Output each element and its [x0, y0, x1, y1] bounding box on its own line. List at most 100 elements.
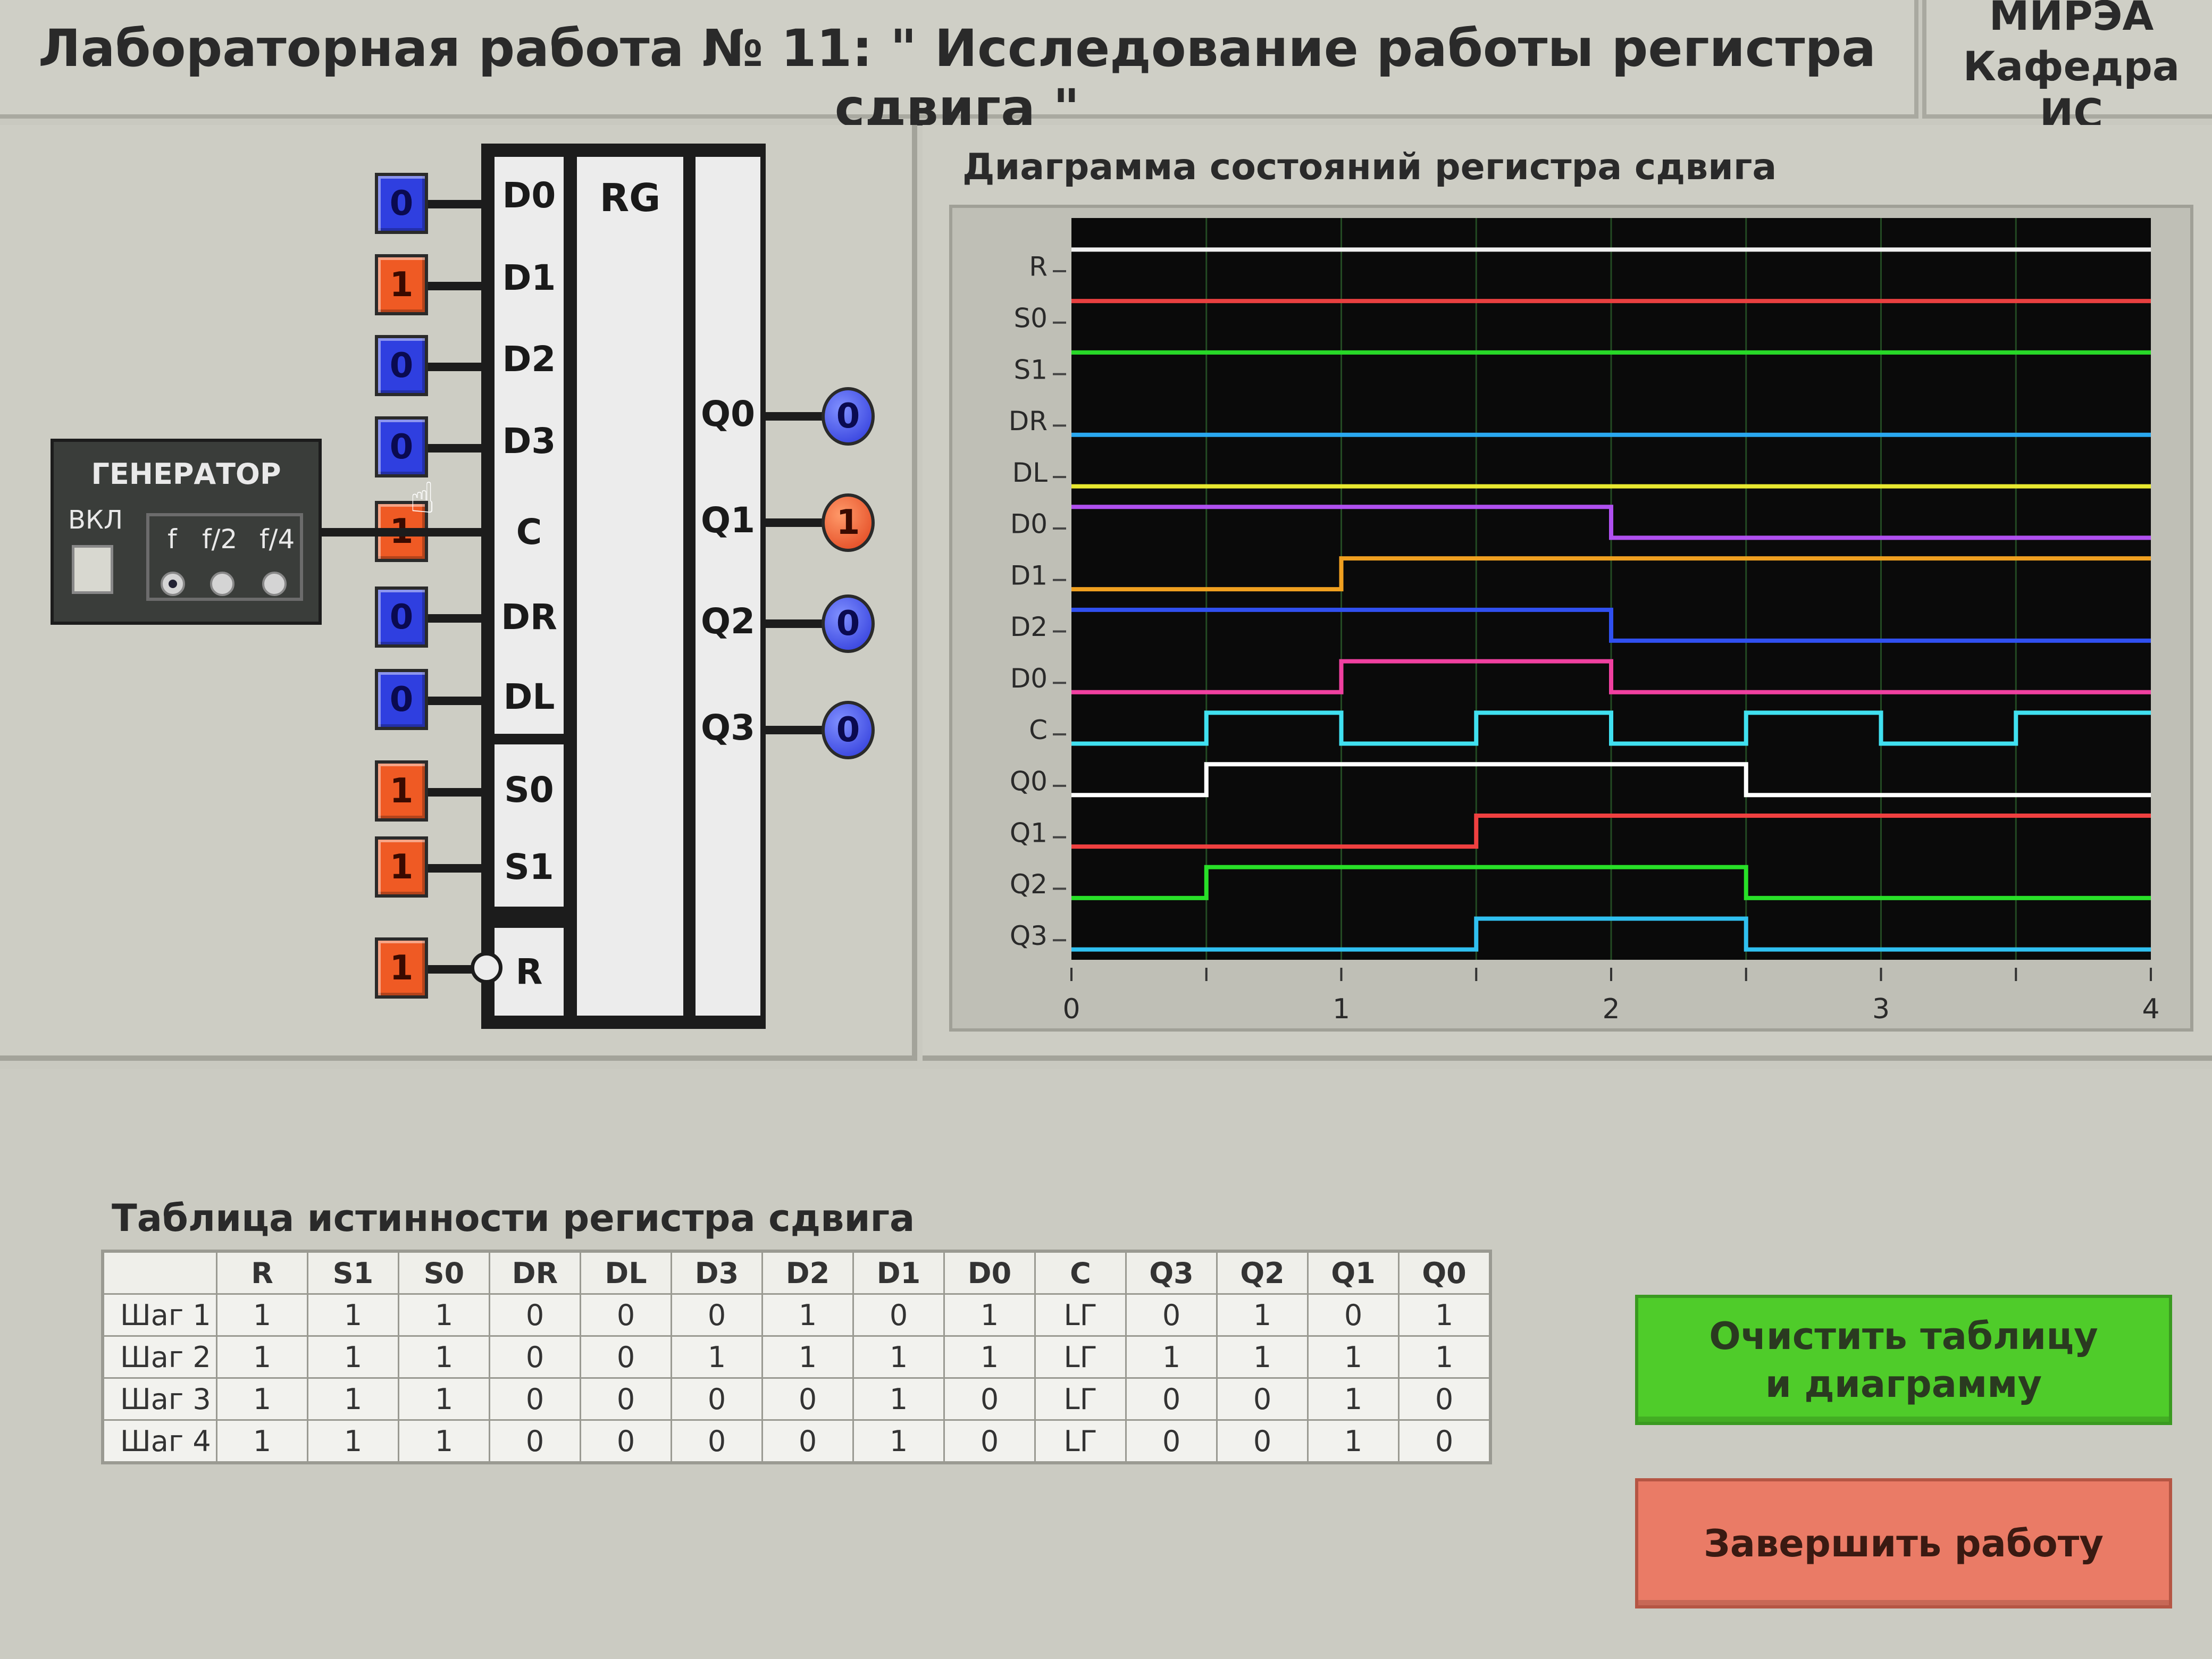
input-toggle-d1[interactable]: 1 [375, 254, 428, 315]
table-cell: 1 [216, 1293, 308, 1337]
table-cell: 1 [1125, 1335, 1218, 1379]
input-toggle-s0[interactable]: 1 [375, 760, 428, 822]
signal-label: DR [1009, 406, 1048, 437]
chart-title: Диаграмма состояний регистра сдвига [962, 146, 1777, 188]
shift-pin-group [495, 580, 564, 734]
wire-dr [428, 614, 495, 623]
table-cell: 1 [943, 1293, 1036, 1337]
reset-inverter-bubble [471, 952, 502, 984]
freq-label-f: f [167, 524, 177, 555]
table-cell: 1 [307, 1335, 399, 1379]
table-cell: 1 [852, 1377, 945, 1421]
table-cell: 0 [489, 1335, 581, 1379]
table-cell: 0 [852, 1293, 945, 1337]
register-name: RG [599, 175, 661, 220]
input-toggle-d0[interactable]: 0 [375, 173, 428, 234]
table-header-dl: DL [580, 1250, 672, 1295]
table-row-step-label: Шаг 2 [102, 1335, 217, 1379]
generator-power-switch[interactable] [72, 545, 113, 594]
output-led-q3: 0 [822, 701, 875, 759]
table-cell: 1 [761, 1335, 854, 1379]
input-toggle-d3[interactable]: 0 [375, 416, 428, 477]
table-header-d0: D0 [943, 1250, 1036, 1295]
freq-radio-f2[interactable] [210, 572, 234, 596]
input-toggle-s1[interactable]: 1 [375, 836, 428, 898]
table-header-d1: D1 [852, 1250, 945, 1295]
table-row: Шаг 3 1 1 1 0 0 0 0 1 0 LГ 0 0 1 0 [102, 1377, 1492, 1421]
pin-label-d1: D1 [502, 257, 556, 298]
clear-label-line1: Очистить таблицу [1709, 1314, 2098, 1358]
x-tick-label: 1 [1333, 993, 1350, 1025]
table-header-c: C [1034, 1250, 1127, 1295]
wire-q3 [766, 726, 824, 734]
table-cell: 0 [943, 1377, 1036, 1421]
signal-trace-c [1071, 710, 2151, 746]
table-cell: 1 [216, 1377, 308, 1421]
table-cell: 1 [398, 1419, 490, 1464]
table-cell: 0 [1125, 1419, 1218, 1464]
generator-title: ГЕНЕРАТОР [91, 457, 281, 491]
generator-clock-wire [322, 528, 481, 537]
signal-label: D1 [1010, 560, 1048, 591]
signal-trace-q2 [1071, 865, 2151, 900]
table-cell: 0 [489, 1419, 581, 1464]
org-department: Кафедра ИС [1963, 43, 2180, 137]
table-cell: 1 [943, 1335, 1036, 1379]
table-cell: 1 [398, 1377, 490, 1421]
table-header-step [102, 1250, 217, 1295]
pin-label-q1: Q1 [700, 500, 756, 541]
table-header-d2: D2 [761, 1250, 854, 1295]
freq-radio-f4[interactable] [262, 572, 287, 596]
table-cell: 1 [761, 1293, 854, 1337]
input-toggle-dl[interactable]: 0 [375, 669, 428, 730]
table-cell: 1 [1216, 1335, 1309, 1379]
clear-table-button[interactable]: Очистить таблицу и диаграмму [1635, 1295, 2172, 1425]
input-toggle-dr[interactable]: 0 [375, 586, 428, 648]
table-cell: 1 [1398, 1335, 1492, 1379]
wire-q1 [766, 518, 824, 527]
table-cell: 1 [307, 1377, 399, 1421]
signal-trace-d1 [1071, 556, 2151, 592]
table-cell: 0 [580, 1377, 672, 1421]
table-cell: 0 [671, 1419, 763, 1464]
signal-label: DL [1012, 457, 1048, 488]
table-cell: 0 [489, 1293, 581, 1337]
table-cell: LГ [1034, 1293, 1127, 1337]
pin-label-q0: Q0 [700, 393, 756, 434]
finish-work-button[interactable]: Завершить работу [1635, 1478, 2172, 1608]
table-header-s0: S0 [398, 1250, 490, 1295]
pin-label-q3: Q3 [700, 707, 756, 748]
mouse-pointer-icon: ☝ [409, 473, 435, 523]
table-header-q0: Q0 [1398, 1250, 1492, 1295]
wire-q0 [766, 412, 824, 421]
table-header-d3: D3 [671, 1250, 763, 1295]
table-header-q2: Q2 [1216, 1250, 1309, 1295]
timing-diagram: R S0 S1 DR DL D0 D1 D2 D0 C Q0 Q1 Q2 Q3 0 1 2 3 4 [1009, 218, 2160, 1025]
input-toggle-d2[interactable]: 0 [375, 335, 428, 396]
table-header-q1: Q1 [1307, 1250, 1400, 1295]
table-cell: 0 [1216, 1377, 1309, 1421]
wire-dl [428, 697, 495, 705]
freq-radio-f[interactable] [161, 572, 185, 596]
table-cell: 0 [671, 1293, 763, 1337]
signal-label: Q0 [1010, 766, 1048, 797]
table-cell: 1 [398, 1293, 490, 1337]
clear-label-line2: и диаграмму [1765, 1362, 2042, 1406]
x-tick-label: 3 [1872, 993, 1890, 1025]
table-cell: 0 [580, 1335, 672, 1379]
pin-label-d2: D2 [502, 339, 556, 380]
table-title: Таблица истинности регистра сдвига [112, 1196, 915, 1240]
wire-s1 [428, 864, 495, 873]
header-bar [0, 0, 1918, 119]
freq-label-f2: f/2 [202, 524, 238, 555]
clear-table-label: Очистить таблицу и диаграмму [1709, 1312, 2098, 1408]
pin-label-s1: S1 [504, 846, 554, 887]
pin-label-c: C [495, 495, 564, 569]
table-cell: 0 [489, 1377, 581, 1421]
pin-label-d0: D0 [502, 175, 556, 216]
signal-label: R [1029, 252, 1048, 282]
x-tick-label: 0 [1062, 993, 1080, 1025]
table-cell: 0 [761, 1419, 854, 1464]
output-led-q1: 1 [822, 493, 875, 552]
input-toggle-r[interactable]: 1 [375, 937, 428, 999]
